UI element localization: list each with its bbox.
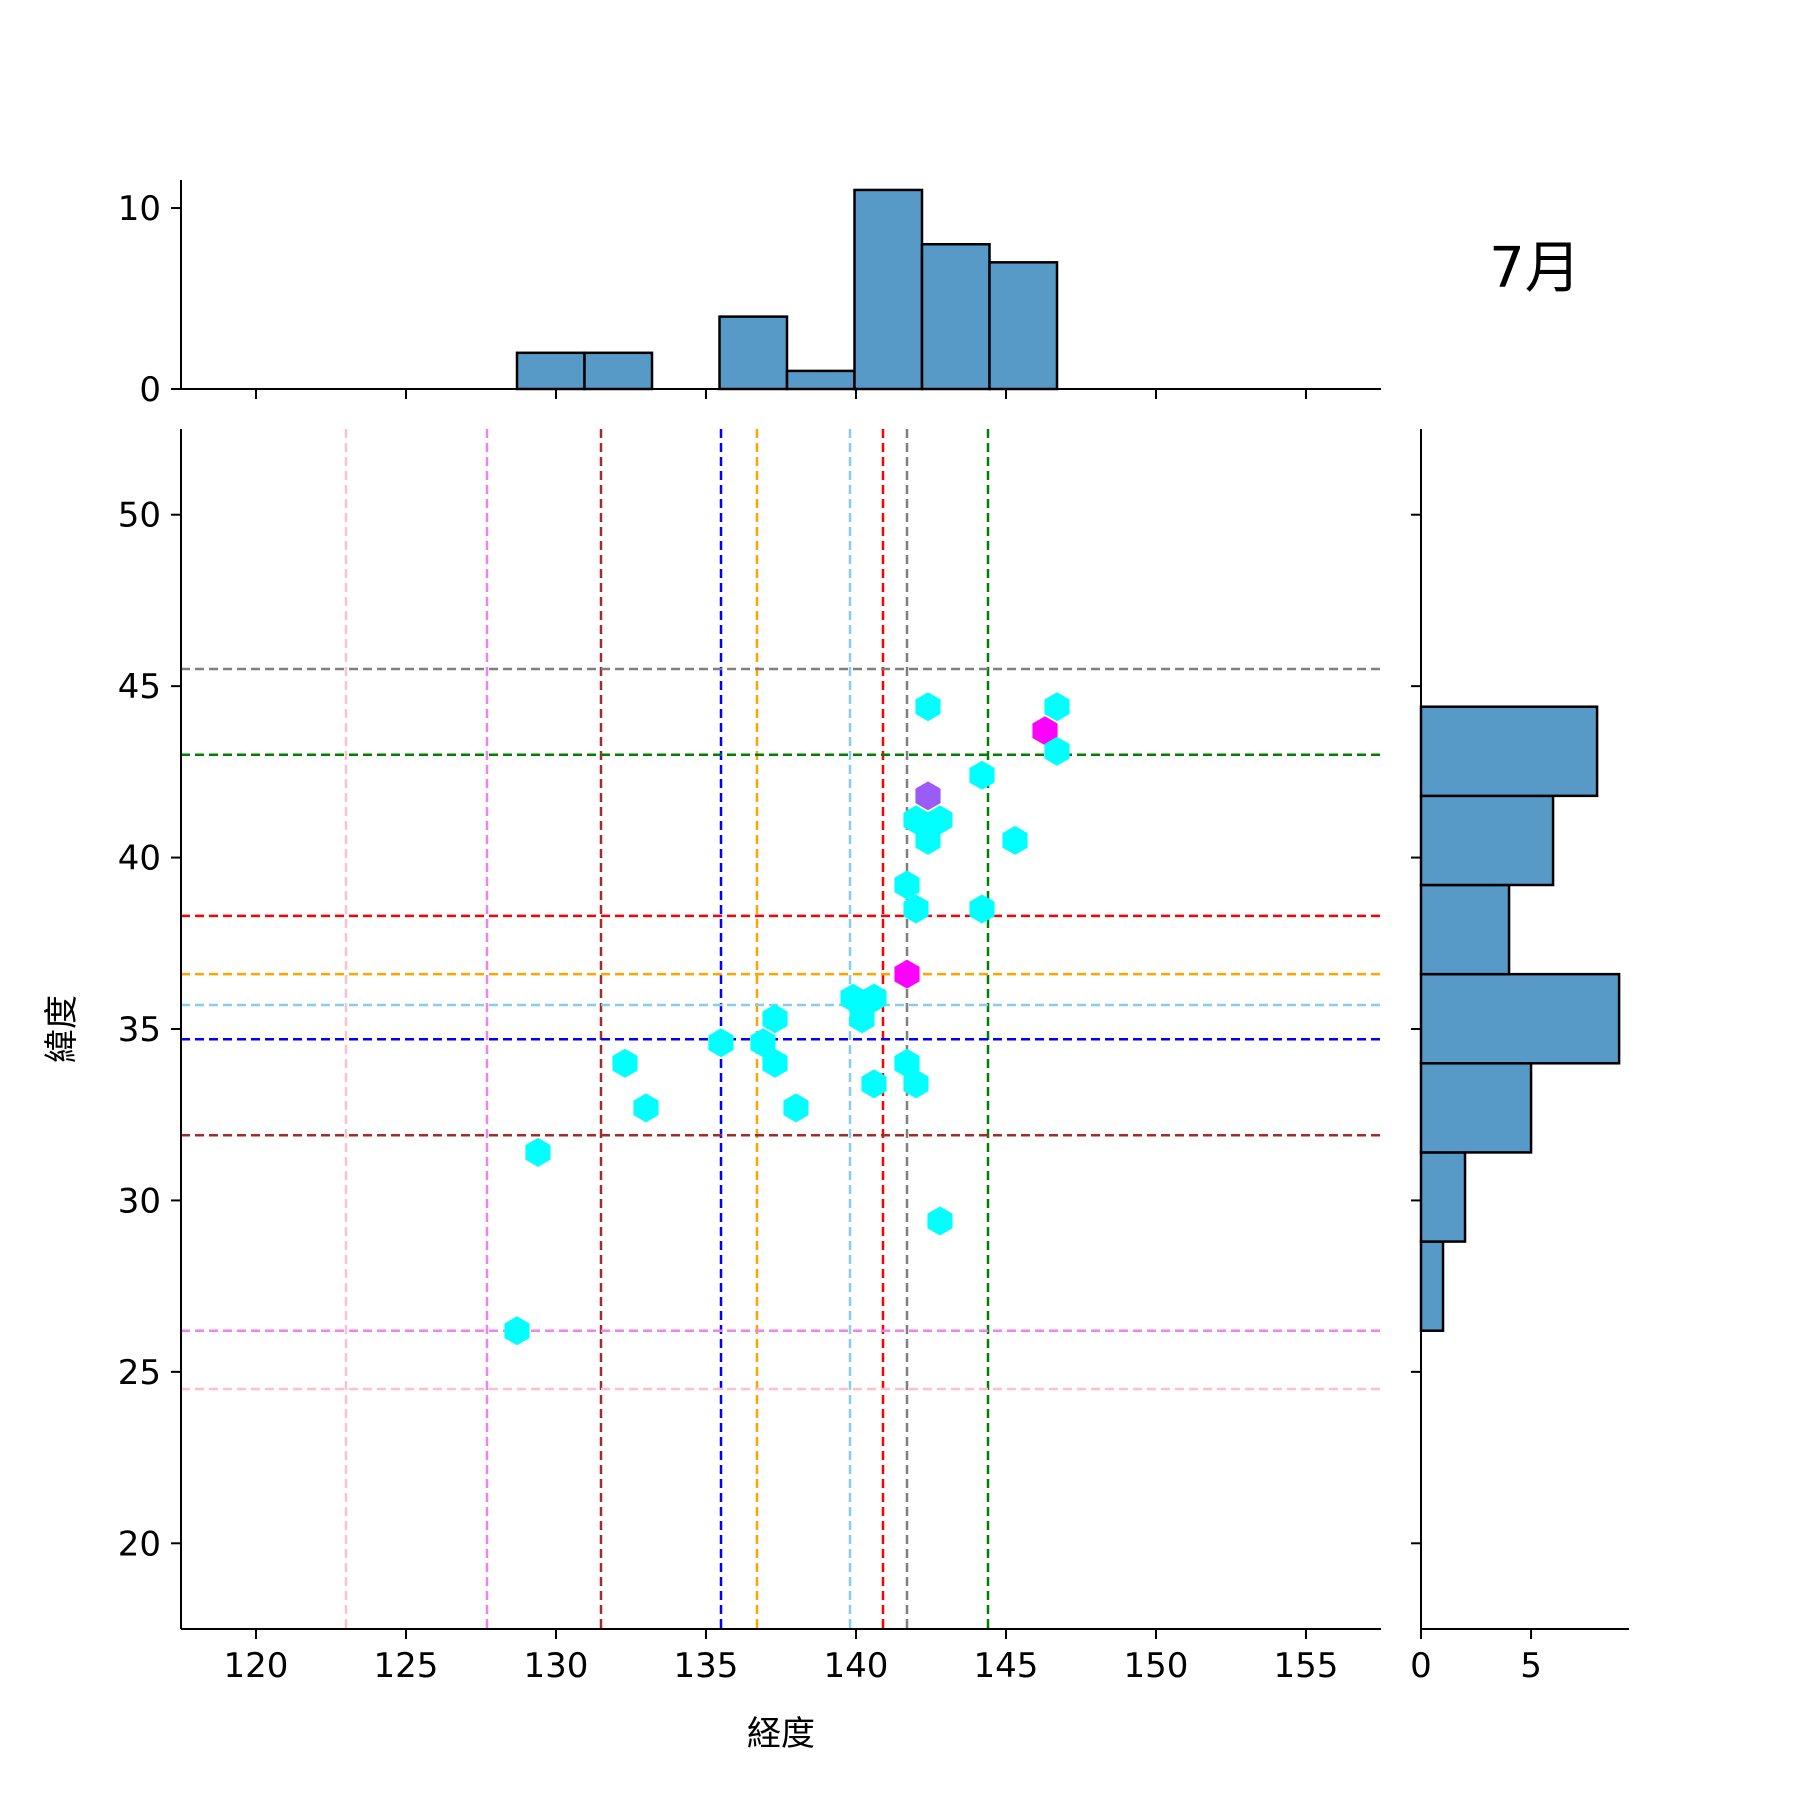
- top-histogram-bar: [515, 351, 586, 391]
- hexbin-cell: [915, 781, 941, 811]
- top-histogram-bar: [853, 188, 924, 391]
- y-axis-label: 緯度: [42, 995, 82, 1063]
- x-tick-label: 125: [374, 1646, 439, 1686]
- top-histogram-y-tick-label: 0: [139, 370, 161, 410]
- hexbin-cell: [633, 1093, 659, 1123]
- top-histogram-bar: [718, 315, 789, 391]
- top-histogram-bar: [920, 242, 991, 391]
- hexbin-cell: [612, 1048, 638, 1078]
- x-tick-label: 145: [974, 1646, 1039, 1686]
- hexbin-cell: [783, 1093, 809, 1123]
- y-tick-label: 40: [118, 839, 161, 879]
- hexbin-cell: [849, 1004, 875, 1034]
- hexbin-cell: [903, 894, 929, 924]
- right-histogram-bar: [1419, 1062, 1533, 1154]
- x-tick-label: 155: [1274, 1646, 1339, 1686]
- reference-lines: [181, 429, 1381, 1629]
- hexbin-cell: [1002, 825, 1028, 855]
- hexbin-cell: [915, 692, 941, 722]
- hexbin-cell: [894, 1048, 920, 1078]
- x-axis-ticks: 120 125 130 135 140 145 150 155: [224, 1629, 1339, 1686]
- right-histogram-bar: [1419, 1151, 1467, 1243]
- hexbin-cell: [840, 983, 866, 1013]
- top-histogram-bar: [785, 369, 856, 391]
- top-histogram: 0 10: [118, 180, 1381, 410]
- hexbin-cell: [1044, 736, 1070, 766]
- right-histogram-x-tick-label: 5: [1520, 1646, 1542, 1686]
- hexbin-cell: [861, 983, 887, 1013]
- x-tick-label: 135: [674, 1646, 739, 1686]
- x-tick-label: 120: [224, 1646, 289, 1686]
- y-tick-label: 45: [118, 667, 161, 707]
- hexbin-cell: [969, 894, 995, 924]
- right-histogram-bars: [1419, 705, 1621, 1332]
- hexbin-cells: [504, 692, 1070, 1346]
- hexbin-cell: [915, 825, 941, 855]
- hexbin-cell: [927, 805, 953, 835]
- x-tick-label: 150: [1124, 1646, 1189, 1686]
- hexbin-cell: [969, 760, 995, 790]
- top-histogram-bars: [515, 188, 1059, 391]
- month-label: 7月: [1489, 236, 1581, 301]
- right-histogram-bar: [1419, 883, 1511, 976]
- hexbin-cell: [861, 1069, 887, 1099]
- hexbin-cell: [750, 1028, 776, 1058]
- right-histogram-bar: [1419, 794, 1555, 887]
- y-tick-label: 20: [118, 1524, 161, 1564]
- top-histogram-y-ticks: 0 10: [118, 189, 181, 410]
- right-histogram-x-tick-label: 0: [1410, 1646, 1432, 1686]
- hexbin-cell: [525, 1137, 551, 1167]
- y-tick-label: 25: [118, 1353, 161, 1393]
- hexbin-cell: [903, 805, 929, 835]
- hexbin-cell: [1044, 692, 1070, 722]
- x-tick-label: 140: [824, 1646, 889, 1686]
- x-axis-label: 経度: [747, 1714, 815, 1754]
- y-tick-label: 35: [118, 1010, 161, 1050]
- right-histogram-bar: [1419, 705, 1599, 798]
- hexbin-cell: [504, 1316, 530, 1346]
- top-histogram-bar: [583, 351, 654, 391]
- x-tick-label: 130: [524, 1646, 589, 1686]
- top-histogram-bar: [988, 261, 1059, 391]
- top-histogram-x-ticks: [255, 389, 1307, 399]
- right-histogram-bar: [1419, 1240, 1445, 1332]
- hexbin-cell: [894, 870, 920, 900]
- right-histogram-bar: [1419, 972, 1621, 1065]
- y-tick-label: 50: [118, 496, 161, 536]
- y-tick-label: 30: [118, 1181, 161, 1221]
- hexbin-cell: [903, 1069, 929, 1099]
- hexbin-cell: [708, 1028, 734, 1058]
- y-axis-ticks: 20 25 30 35 40 45 50: [118, 496, 181, 1564]
- hexbin-cell: [1032, 716, 1058, 746]
- top-histogram-y-tick-label: 10: [118, 189, 161, 229]
- right-histogram-y-ticks: [1411, 513, 1421, 1545]
- hexbin-cell: [762, 1004, 788, 1034]
- hexbin-cell: [762, 1048, 788, 1078]
- hexbin-cell: [927, 1206, 953, 1236]
- main-plot: 120 125 130 135 140 145 150 155 20253035404550 …: [42, 429, 1381, 1754]
- hexbin-cell: [894, 959, 920, 989]
